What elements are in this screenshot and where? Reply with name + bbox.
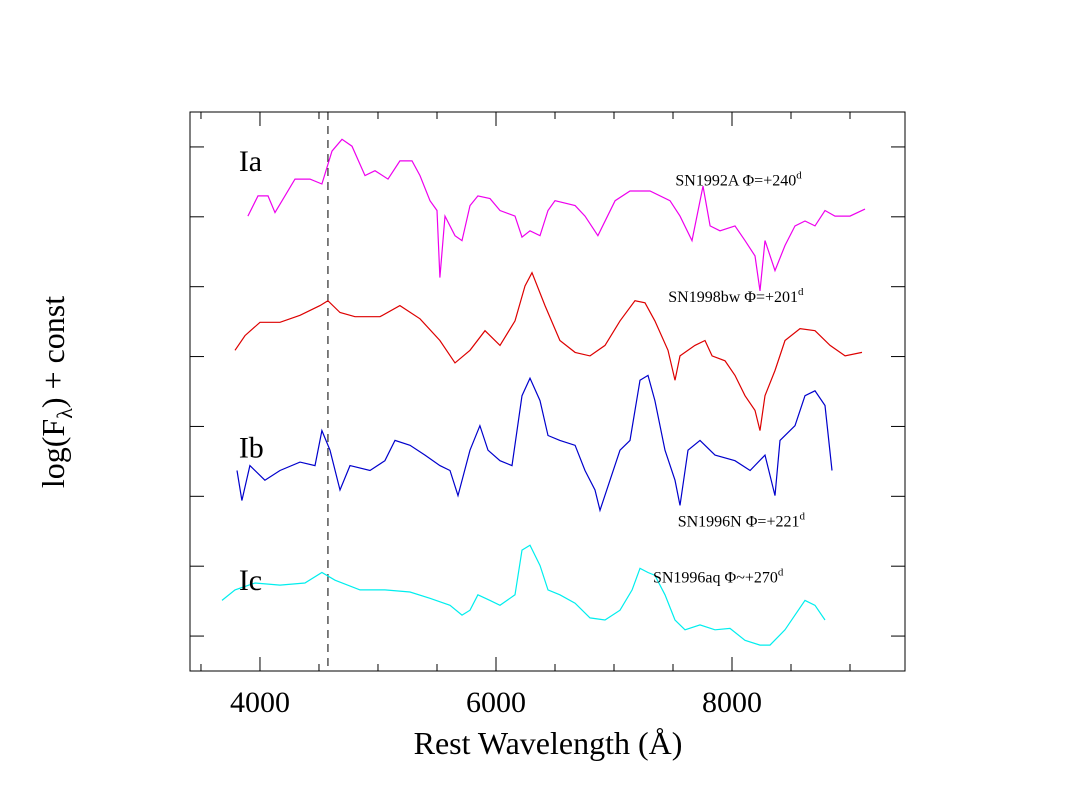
x-tick-label: 4000 (230, 686, 290, 719)
spectrum-SN1996aq (221, 544, 826, 646)
series-label-SN1998bw: SN1998bw Φ=+201d (668, 286, 804, 306)
series-label-SN1992A: SN1992A Φ=+240d (675, 169, 802, 189)
type-label-Ic: Ic (239, 564, 262, 597)
y-axis-label: log(Fλ) + const (35, 296, 77, 488)
spectrum-SN1996N (236, 374, 833, 513)
annotations: SN1992A Φ=+240d SN1998bw Φ=+201d SN1996N Φ… (239, 145, 806, 597)
spectra-series (221, 112, 866, 671)
x-axis-label: Rest Wavelength (Å) (414, 725, 683, 761)
spectrum-SN1998bw (234, 271, 863, 431)
type-label-Ia: Ia (239, 145, 262, 178)
type-label-Ib: Ib (239, 431, 264, 464)
series-label-SN1996N: SN1996N Φ=+221d (678, 510, 806, 530)
axis-ticks: 4000 6000 8000 (190, 112, 905, 719)
plot-frame (189, 111, 906, 672)
x-tick-label: 8000 (702, 686, 762, 719)
x-tick-label: 6000 (466, 686, 526, 719)
series-label-SN1996aq: SN1996aq Φ~+270d (653, 566, 784, 586)
spectrum-SN1992A (247, 138, 866, 291)
